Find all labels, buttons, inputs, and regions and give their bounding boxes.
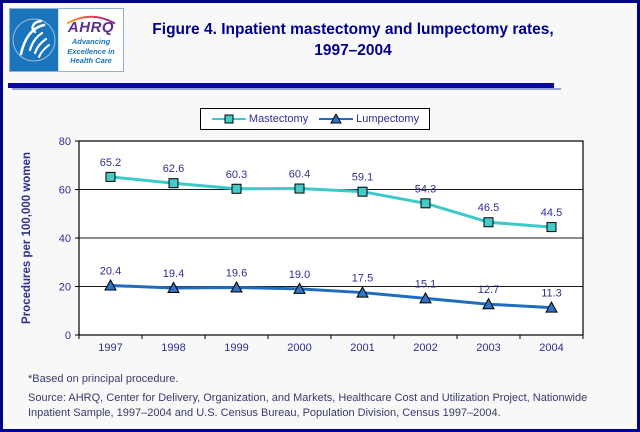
lumpectomy-point-marker bbox=[104, 278, 117, 291]
header-divider bbox=[8, 83, 554, 88]
x-tick-label: 1999 bbox=[224, 342, 248, 354]
data-label: 59.1 bbox=[352, 172, 373, 184]
mastectomy-point-marker bbox=[357, 186, 368, 197]
ahrq-wordmark-box: AHRQ Advancing Excellence in Health Care bbox=[58, 9, 123, 71]
y-tick-label: 40 bbox=[59, 233, 71, 245]
mastectomy-point-marker bbox=[483, 217, 494, 228]
data-label: 19.4 bbox=[163, 268, 184, 280]
y-tick-label: 0 bbox=[65, 330, 71, 342]
data-label: 46.5 bbox=[478, 202, 499, 214]
data-label: 65.2 bbox=[100, 157, 121, 169]
line-chart: 0 20 40 60 80 1997 1998 1999 2000 2001 2002 2003 200… bbox=[21, 136, 584, 354]
data-label: 60.4 bbox=[289, 169, 310, 181]
data-label: 15.1 bbox=[415, 278, 436, 290]
mastectomy-point-marker bbox=[168, 178, 179, 189]
ahrq-wordmark: AHRQ bbox=[67, 19, 115, 37]
legend-label-mastectomy: Mastectomy bbox=[248, 113, 309, 125]
x-tick-label: 2000 bbox=[287, 342, 311, 354]
ahrq-tagline: Advancing Excellence in Health Care bbox=[67, 37, 115, 66]
x-tick-label: 1997 bbox=[98, 342, 122, 354]
legend-label-lumpectomy: Lumpectomy bbox=[356, 113, 420, 125]
header-divider-shadow bbox=[12, 88, 561, 90]
footnote: *Based on principal procedure. bbox=[28, 373, 179, 385]
lumpectomy-point-marker bbox=[545, 301, 558, 313]
lumpectomy-point-marker bbox=[356, 286, 369, 298]
figure-title-line1: Figure 4. Inpatient mastectomy and lumpe… bbox=[152, 21, 554, 38]
data-label: 60.3 bbox=[226, 169, 247, 181]
hhs-seal-icon bbox=[10, 9, 58, 71]
data-label: 12.7 bbox=[478, 284, 499, 296]
data-label: 11.3 bbox=[541, 288, 562, 300]
data-label: 19.0 bbox=[289, 269, 310, 281]
y-tick-label: 60 bbox=[59, 185, 71, 197]
x-tick-label: 2001 bbox=[350, 342, 374, 354]
y-tick-label: 20 bbox=[59, 282, 71, 294]
lumpectomy-point-marker bbox=[167, 281, 180, 293]
chart-legend: Mastectomy Lumpectomy bbox=[200, 108, 430, 130]
x-tick-label: 2002 bbox=[413, 342, 437, 354]
mastectomy-point-marker bbox=[231, 183, 242, 194]
rainbow-arc-icon bbox=[66, 16, 116, 25]
mastectomy-point-marker bbox=[420, 198, 431, 209]
source-citation: Source: AHRQ, Center for Delivery, Organ… bbox=[28, 392, 588, 419]
figure-title: Figure 4. Inpatient mastectomy and lumpe… bbox=[133, 19, 573, 61]
data-label: 19.6 bbox=[226, 267, 247, 279]
data-label: 62.6 bbox=[163, 163, 184, 175]
legend-item-mastectomy: Mastectomy bbox=[211, 113, 308, 125]
data-label: 44.5 bbox=[541, 207, 562, 219]
lumpectomy-point-marker bbox=[230, 280, 243, 293]
mastectomy-line bbox=[109, 175, 553, 229]
data-label: 17.5 bbox=[352, 273, 373, 285]
lumpectomy-point-marker bbox=[293, 282, 306, 294]
mastectomy-point-marker bbox=[546, 222, 557, 233]
figure-title-line2: 1997–2004 bbox=[314, 42, 392, 59]
mastectomy-point-marker bbox=[105, 171, 116, 182]
lumpectomy-line bbox=[109, 284, 553, 310]
x-tick-label: 2003 bbox=[476, 342, 500, 354]
x-tick-label: 1998 bbox=[161, 342, 185, 354]
x-tick-label: 2004 bbox=[539, 342, 563, 354]
lumpectomy-marker-icon bbox=[319, 114, 354, 124]
mastectomy-point-marker bbox=[294, 183, 305, 194]
lumpectomy-point-marker bbox=[482, 297, 495, 310]
data-label: 20.4 bbox=[100, 266, 121, 278]
mastectomy-marker-icon bbox=[211, 114, 246, 124]
y-tick-label: 80 bbox=[59, 136, 71, 148]
ahrq-logo: AHRQ Advancing Excellence in Health Care bbox=[9, 8, 124, 72]
legend-item-lumpectomy: Lumpectomy bbox=[318, 113, 419, 125]
data-label: 54.3 bbox=[415, 183, 436, 195]
plot-frame bbox=[78, 140, 584, 336]
y-axis-title: Procedures per 100,000 women bbox=[21, 152, 33, 324]
lumpectomy-point-marker bbox=[419, 291, 432, 304]
